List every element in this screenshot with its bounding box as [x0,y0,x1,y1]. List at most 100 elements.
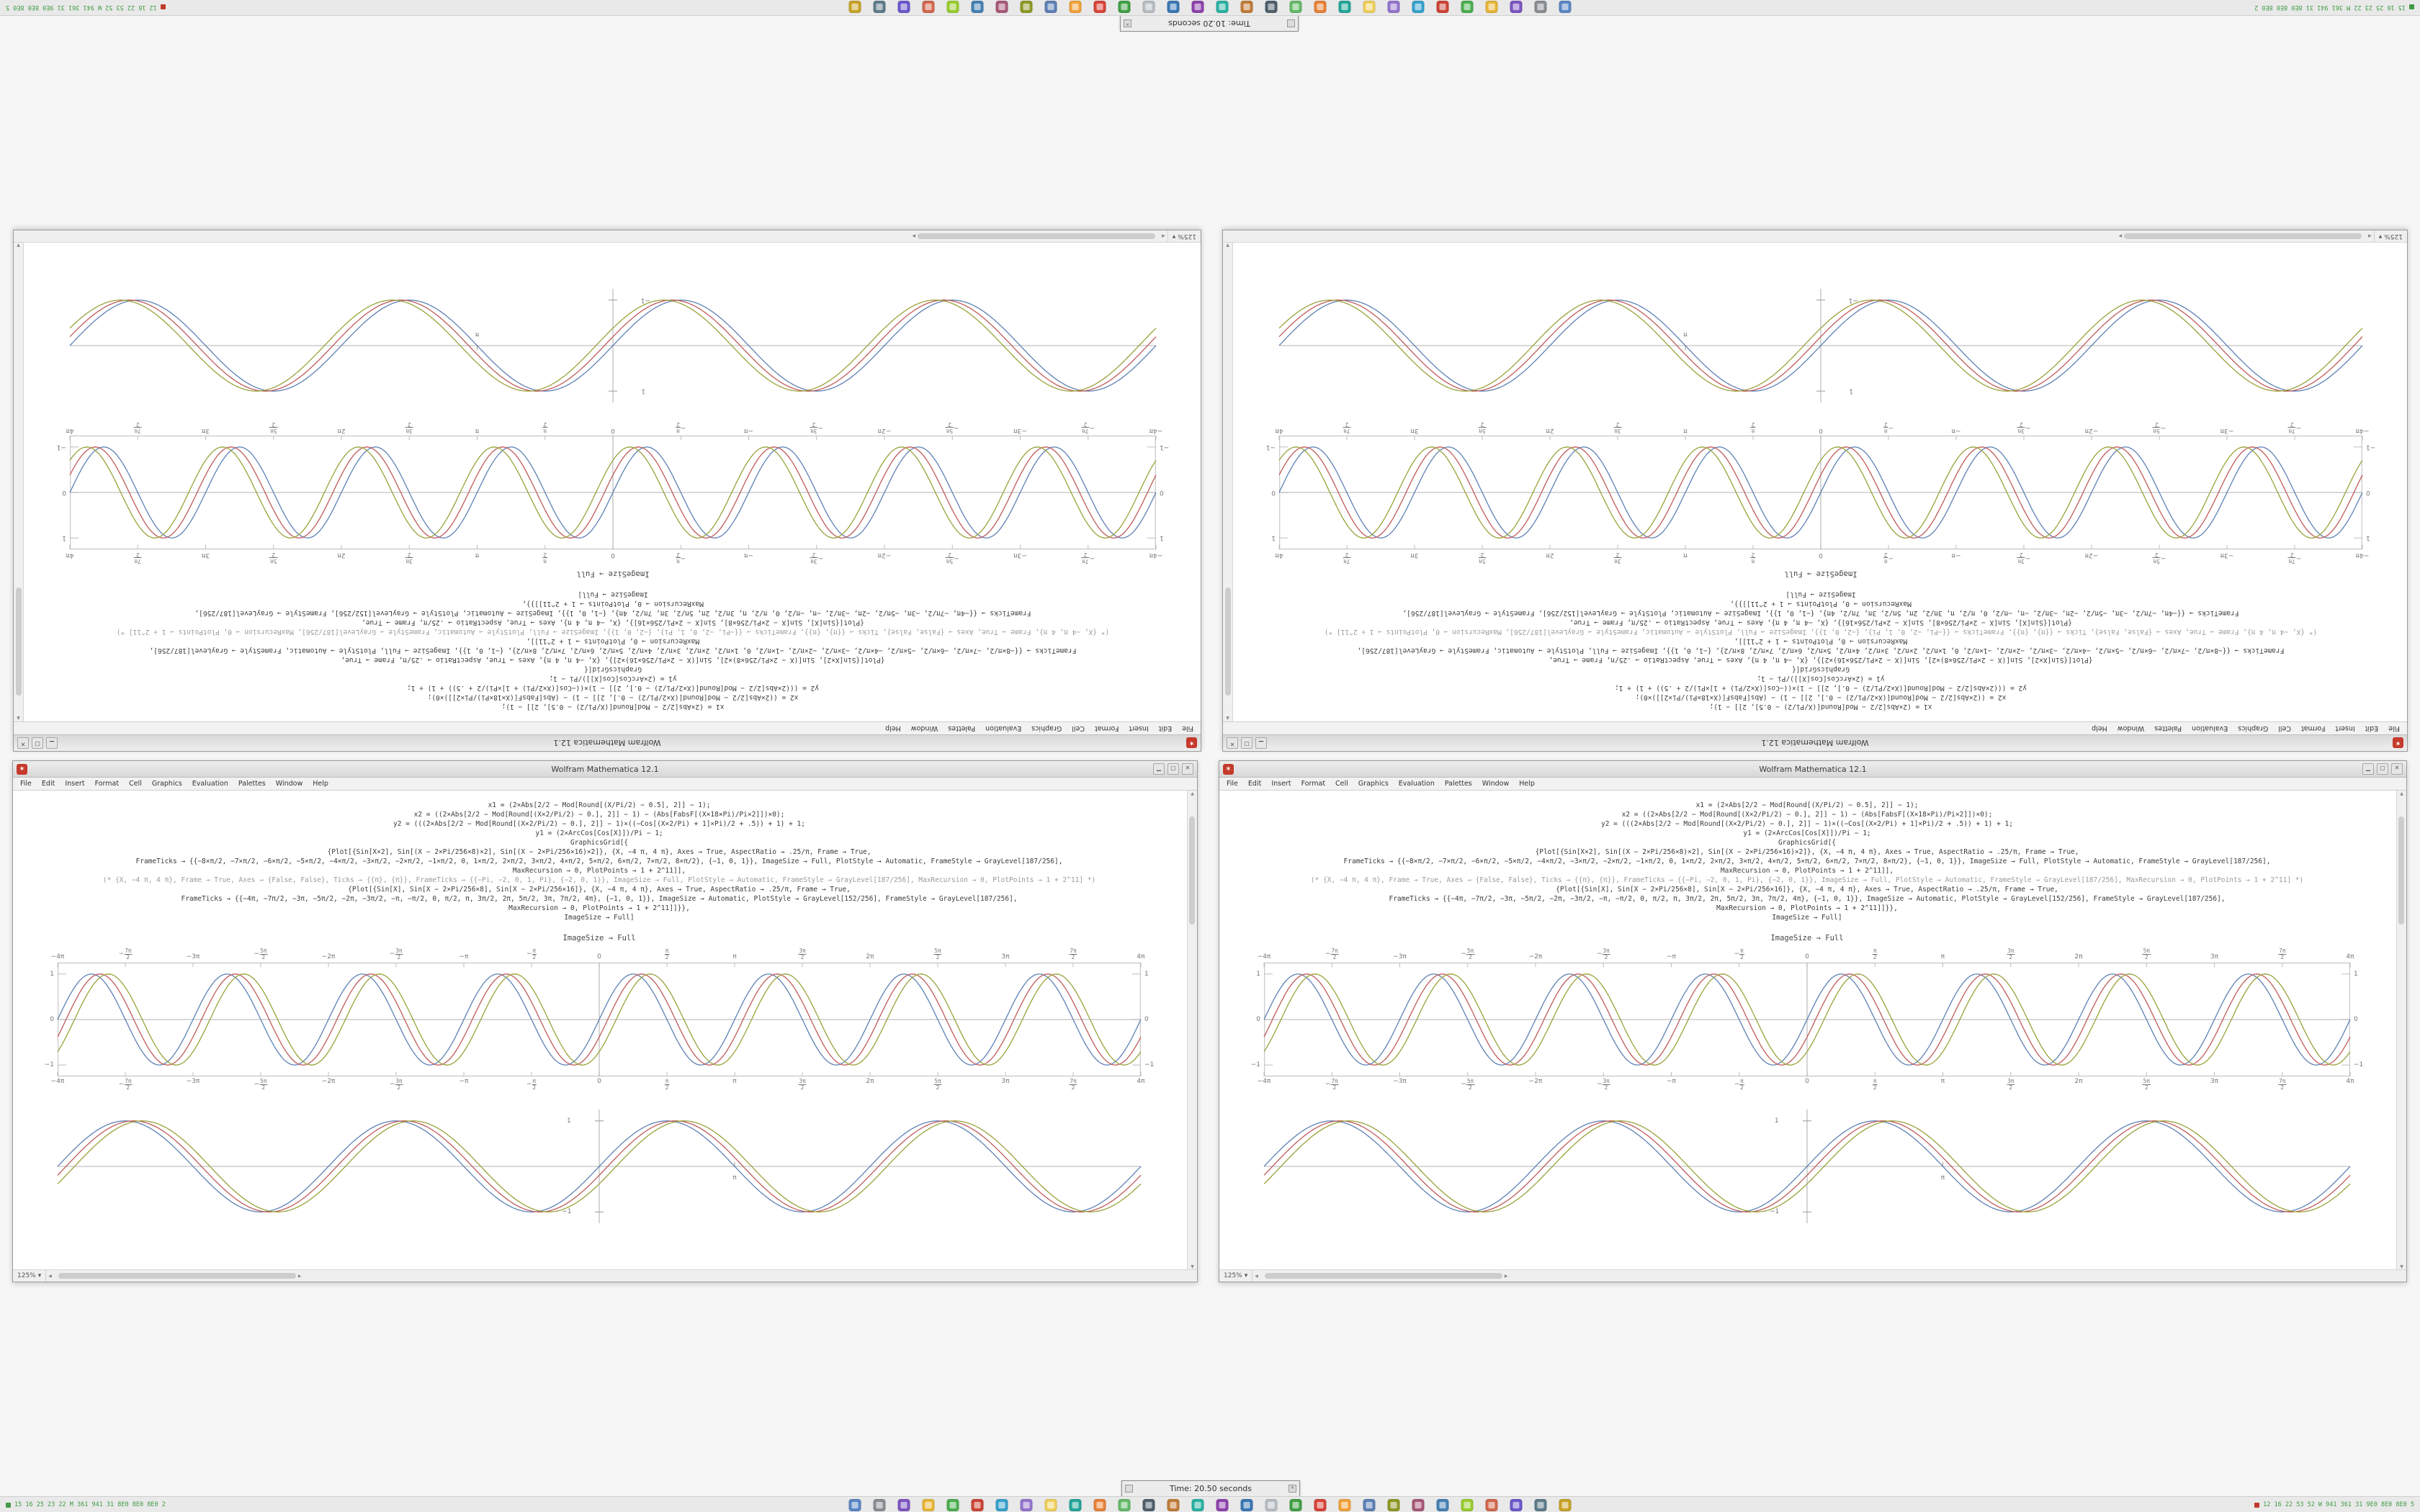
vertical-scrollbar[interactable]: ▲ ▼ [1187,791,1197,1270]
app-icon[interactable] [1461,1498,1474,1511]
app-icon[interactable] [971,1498,984,1511]
menu-window[interactable]: Window [275,780,303,788]
app-icon[interactable] [1020,1498,1033,1511]
app-icon[interactable] [1240,1,1253,14]
vertical-scrollbar[interactable]: ▲ ▼ [2396,791,2406,1270]
app-icon[interactable] [1167,1,1180,14]
scrollbar-thumb[interactable] [16,588,22,696]
menu-window[interactable]: Window [1482,780,1510,788]
minimize-icon[interactable]: ▁ [46,737,58,749]
menu-file[interactable]: File [1182,724,1193,732]
app-icon[interactable] [1118,1498,1131,1511]
dialog-close-icon[interactable]: ✕ [1124,19,1131,27]
menu-graphics[interactable]: Graphics [2238,724,2269,732]
app-icon[interactable] [848,1,861,14]
hscrollbar-thumb[interactable] [918,233,1156,239]
timing-dialog[interactable]: Time: 20.50 seconds ✕ [1121,1480,1300,1497]
app-icon[interactable] [873,1498,886,1511]
scroll-down-icon[interactable]: ▼ [1226,243,1229,248]
app-icon[interactable] [922,1498,935,1511]
app-icon[interactable] [1216,1498,1229,1511]
menu-evaluation[interactable]: Evaluation [1398,780,1435,788]
scroll-down-icon[interactable]: ▼ [17,243,20,248]
app-icon[interactable] [1534,1,1547,14]
scroll-right-icon[interactable]: ▶ [1504,1273,1508,1279]
hscrollbar-thumb[interactable] [1264,1273,1502,1279]
scrollbar-thumb[interactable] [1225,588,1231,696]
app-icon[interactable] [1436,1,1449,14]
app-icon[interactable] [1093,1498,1106,1511]
app-icon[interactable] [1485,1,1498,14]
app-icon[interactable] [848,1498,861,1511]
app-icon[interactable] [1265,1,1278,14]
app-icon[interactable] [897,1,910,14]
menu-file[interactable]: File [1227,780,1238,788]
app-icon[interactable] [1314,1498,1327,1511]
menu-graphics[interactable]: Graphics [151,780,182,788]
app-icon[interactable] [922,1,935,14]
app-icon[interactable] [1020,1,1033,14]
app-icon[interactable] [995,1498,1008,1511]
app-icon[interactable] [1069,1498,1082,1511]
notebook-content[interactable]: x1 = (2×Abs[2/2 − Mod[Round[(X/Pi/2) − 0… [1219,791,2406,1269]
menu-palettes[interactable]: Palettes [238,780,266,788]
app-icon[interactable] [1461,1,1474,14]
input-cell[interactable]: x1 = (2×Abs[2/2 − Mod[Round[(X/Pi/2) − 0… [38,590,1188,711]
app-icon[interactable] [1510,1,1523,14]
menu-insert[interactable]: Insert [65,780,85,788]
maximize-icon[interactable]: ▢ [1168,763,1179,775]
notebook-content[interactable]: x1 = (2×Abs[2/2 − Mod[Round[(X/Pi/2) − 0… [1223,243,2407,721]
app-icon[interactable] [1412,1498,1425,1511]
menu-window[interactable]: Window [910,724,938,732]
menu-help[interactable]: Help [2092,724,2107,732]
scroll-right-icon[interactable]: ▶ [297,1273,302,1279]
app-icon[interactable] [1510,1498,1523,1511]
menu-insert[interactable]: Insert [2335,724,2355,732]
close-icon[interactable]: ✕ [17,737,29,749]
scroll-right-icon[interactable]: ▶ [912,233,916,239]
menu-graphics[interactable]: Graphics [1031,724,1062,732]
notebook-content[interactable]: x1 = (2×Abs[2/2 − Mod[Round[(X/Pi/2) − 0… [14,243,1201,721]
app-icon[interactable] [1485,1498,1498,1511]
scroll-up-icon[interactable]: ▲ [1226,716,1229,721]
menu-file[interactable]: File [20,780,32,788]
menu-evaluation[interactable]: Evaluation [192,780,228,788]
menu-format[interactable]: Format [2300,724,2326,732]
scroll-up-icon[interactable]: ▲ [2400,791,2403,796]
menu-evaluation[interactable]: Evaluation [2192,724,2228,732]
app-icon[interactable] [1240,1498,1253,1511]
hscrollbar-thumb[interactable] [58,1273,296,1279]
window-titlebar[interactable]: ✶ Wolfram Mathematica 12.1 ▁ ▢ ✕ [13,761,1197,778]
menu-evaluation[interactable]: Evaluation [985,724,1022,732]
menu-edit[interactable]: Edit [2365,724,2379,732]
input-cell[interactable]: x1 = (2×Abs[2/2 − Mod[Round[(X/Pi/2) − 0… [1247,590,2394,711]
app-icon[interactable] [1191,1,1204,14]
menu-cell[interactable]: Cell [129,780,142,788]
menu-cell[interactable]: Cell [1335,780,1348,788]
app-icon[interactable] [971,1,984,14]
menu-help[interactable]: Help [885,724,901,732]
app-icon[interactable] [1216,1,1229,14]
vertical-scrollbar[interactable]: ▲ ▼ [1223,242,1233,721]
app-icon[interactable] [1559,1,1572,14]
app-icon[interactable] [1338,1498,1351,1511]
vertical-scrollbar[interactable]: ▲ ▼ [14,242,24,721]
app-icon[interactable] [1363,1,1376,14]
menu-palettes[interactable]: Palettes [948,724,976,732]
menu-format[interactable]: Format [94,780,120,788]
menu-format[interactable]: Format [1094,724,1119,732]
app-icon[interactable] [1142,1,1155,14]
scroll-left-icon[interactable]: ◀ [1255,1273,1258,1279]
timing-dialog[interactable]: Time: 10.20 seconds ✕ [1120,15,1299,32]
menu-format[interactable]: Format [1301,780,1326,788]
app-icon[interactable] [1387,1,1400,14]
minimize-icon[interactable]: ▁ [2362,763,2374,775]
window-titlebar[interactable]: ✶ Wolfram Mathematica 12.1 ▁ ▢ ✕ [14,734,1201,751]
app-icon[interactable] [1314,1,1327,14]
scroll-left-icon[interactable]: ◀ [48,1273,52,1279]
dialog-close-icon[interactable]: ✕ [1289,1485,1296,1493]
window-titlebar[interactable]: ✶ Wolfram Mathematica 12.1 ▁ ▢ ✕ [1219,761,2406,778]
zoom-control[interactable]: 125% ▾ [2373,230,2407,242]
menu-help[interactable]: Help [1519,780,1535,788]
scroll-up-icon[interactable]: ▲ [17,716,20,721]
